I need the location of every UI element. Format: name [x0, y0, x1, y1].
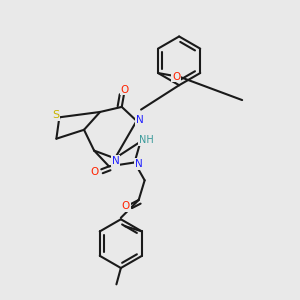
Text: O: O [172, 72, 181, 82]
Text: NH: NH [139, 136, 154, 146]
Text: O: O [91, 167, 99, 177]
Text: O: O [121, 85, 129, 95]
Text: N: N [135, 159, 142, 169]
Text: N: N [112, 156, 119, 166]
Text: S: S [52, 110, 59, 120]
Text: O: O [122, 201, 130, 211]
Text: N: N [136, 115, 144, 125]
